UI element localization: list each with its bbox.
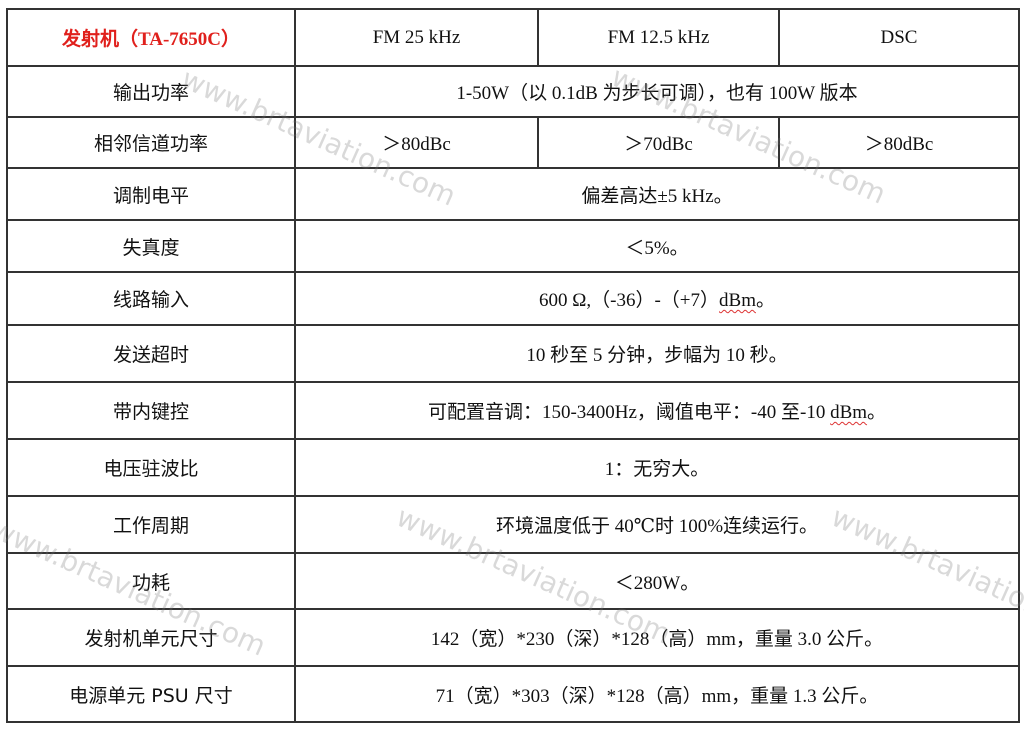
table-row: 发送超时 10 秒至 5 分钟，步幅为 10 秒。 [6,324,1020,383]
value-text: 600 Ω,（-36）-（+7） [539,290,720,311]
row-value-fm25: ＞80dBc [294,116,539,169]
col-header-fm12: FM 12.5 kHz [537,8,780,67]
row-label: 发送超时 [6,324,296,383]
row-label: 电源单元 PSU 尺寸 [6,665,296,723]
value-unit: dBm [830,402,868,423]
value-suffix: 。 [755,290,775,311]
row-value-dsc: ＞80dBc [778,116,1020,169]
table-row: 功耗 ＜280W。 [6,552,1020,610]
table-row: 电压驻波比 1：无穷大。 [6,438,1020,497]
row-value-fm12: ＞70dBc [537,116,780,169]
row-value: 71（宽）*303（深）*128（高）mm，重量 1.3 公斤。 [294,665,1020,723]
header-row: 发射机（TA-7650C） FM 25 kHz FM 12.5 kHz DSC [6,8,1020,67]
table-row: 电源单元 PSU 尺寸 71（宽）*303（深）*128（高）mm，重量 1.3… [6,665,1020,723]
row-label: 功耗 [6,552,296,610]
row-label: 输出功率 [6,65,296,118]
row-label: 电压驻波比 [6,438,296,497]
row-label: 线路输入 [6,271,296,326]
row-value: 环境温度低于 40℃时 100%连续运行。 [294,495,1020,554]
value-suffix: 。 [867,402,887,423]
value-unit: dBm [719,290,756,311]
row-label: 发射机单元尺寸 [6,608,296,667]
col-header-fm25: FM 25 kHz [294,8,539,67]
table-row: 工作周期 环境温度低于 40℃时 100%连续运行。 [6,495,1020,554]
value-text: 可配置音调：150-3400Hz，阈值电平：-40 至-10 [427,402,831,423]
row-label: 失真度 [6,219,296,273]
table-row: 相邻信道功率 ＞80dBc ＞70dBc ＞80dBc [6,116,1020,169]
row-value: 10 秒至 5 分钟，步幅为 10 秒。 [294,324,1020,383]
table-row: 调制电平 偏差高达±5 kHz。 [6,167,1020,221]
row-value: 偏差高达±5 kHz。 [294,167,1020,221]
row-value: 600 Ω,（-36）-（+7）dBm。 [294,271,1020,326]
row-label: 相邻信道功率 [6,116,296,169]
table-title: 发射机（TA-7650C） [6,8,296,67]
row-label: 带内键控 [6,381,296,440]
row-value: 1：无穷大。 [294,438,1020,497]
table-row: 带内键控 可配置音调：150-3400Hz，阈值电平：-40 至-10 dBm。 [6,381,1020,440]
row-label: 调制电平 [6,167,296,221]
row-value: 142（宽）*230（深）*128（高）mm，重量 3.0 公斤。 [294,608,1020,667]
row-value: ＜5%。 [294,219,1020,273]
row-value: ＜280W。 [294,552,1020,610]
spec-table: 发射机（TA-7650C） FM 25 kHz FM 12.5 kHz DSC … [6,8,1020,723]
table-row: 输出功率 1-50W（以 0.1dB 为步长可调），也有 100W 版本 [6,65,1020,118]
table-row: 失真度 ＜5%。 [6,219,1020,273]
col-header-dsc: DSC [778,8,1020,67]
row-value: 1-50W（以 0.1dB 为步长可调），也有 100W 版本 [294,65,1020,118]
row-value: 可配置音调：150-3400Hz，阈值电平：-40 至-10 dBm。 [294,381,1020,440]
table-row: 发射机单元尺寸 142（宽）*230（深）*128（高）mm，重量 3.0 公斤… [6,608,1020,667]
table-row: 线路输入 600 Ω,（-36）-（+7）dBm。 [6,271,1020,326]
row-label: 工作周期 [6,495,296,554]
